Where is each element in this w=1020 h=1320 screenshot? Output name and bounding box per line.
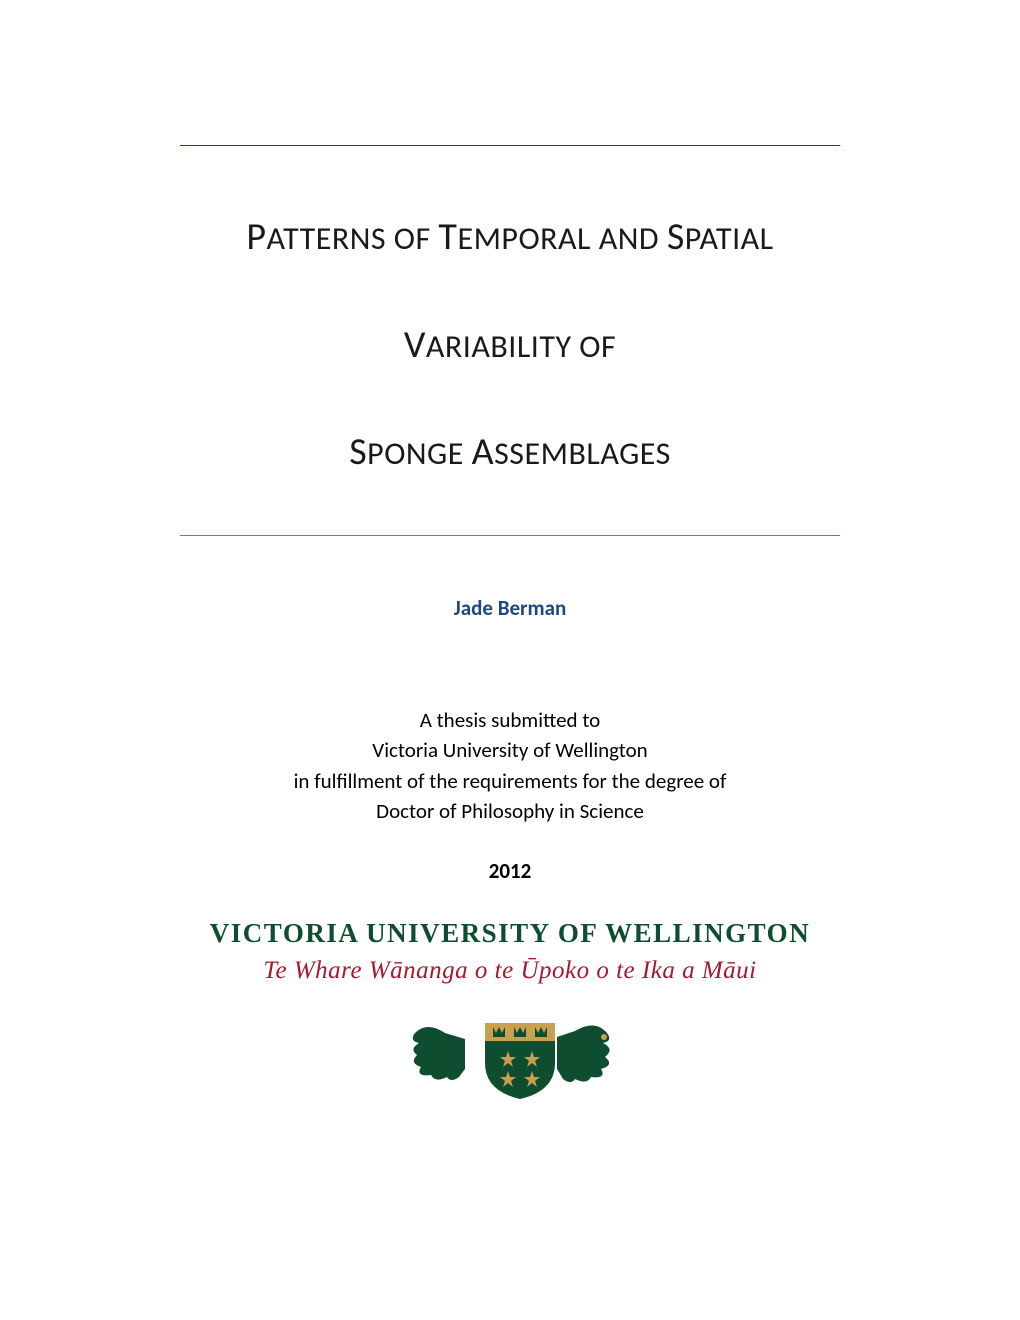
submission-line-4: Doctor of Philosophy in Science <box>0 796 1020 826</box>
submission-block: A thesis submitted to Victoria Universit… <box>0 705 1020 827</box>
university-name-maori: Te Whare Wānanga o te Ūpoko o te Ika a M… <box>0 957 1020 985</box>
university-name-english: VICTORIA UNIVERSITY OF WELLINGTON <box>0 918 1020 949</box>
submission-line-2: Victoria University of Wellington <box>0 735 1020 765</box>
title-block: PATTERNS OF TEMPORAL AND SPATIAL VARIABI… <box>0 215 1020 476</box>
year: 2012 <box>0 858 1020 884</box>
thesis-title-page: PATTERNS OF TEMPORAL AND SPATIAL VARIABI… <box>0 0 1020 1320</box>
mid-horizontal-rule <box>180 535 840 536</box>
university-crest-icon <box>390 1003 630 1103</box>
author-name: Jade Berman <box>0 595 1020 621</box>
title-line-2: VARIABILITY OF <box>0 323 1020 369</box>
university-block: VICTORIA UNIVERSITY OF WELLINGTON Te Wha… <box>0 918 1020 1103</box>
submission-line-3: in fulfillment of the requirements for t… <box>0 766 1020 796</box>
title-line-3: SPONGE ASSEMBLAGES <box>0 430 1020 476</box>
title-line-1: PATTERNS OF TEMPORAL AND SPATIAL <box>0 215 1020 261</box>
submission-line-1: A thesis submitted to <box>0 705 1020 735</box>
top-horizontal-rule <box>180 145 840 146</box>
